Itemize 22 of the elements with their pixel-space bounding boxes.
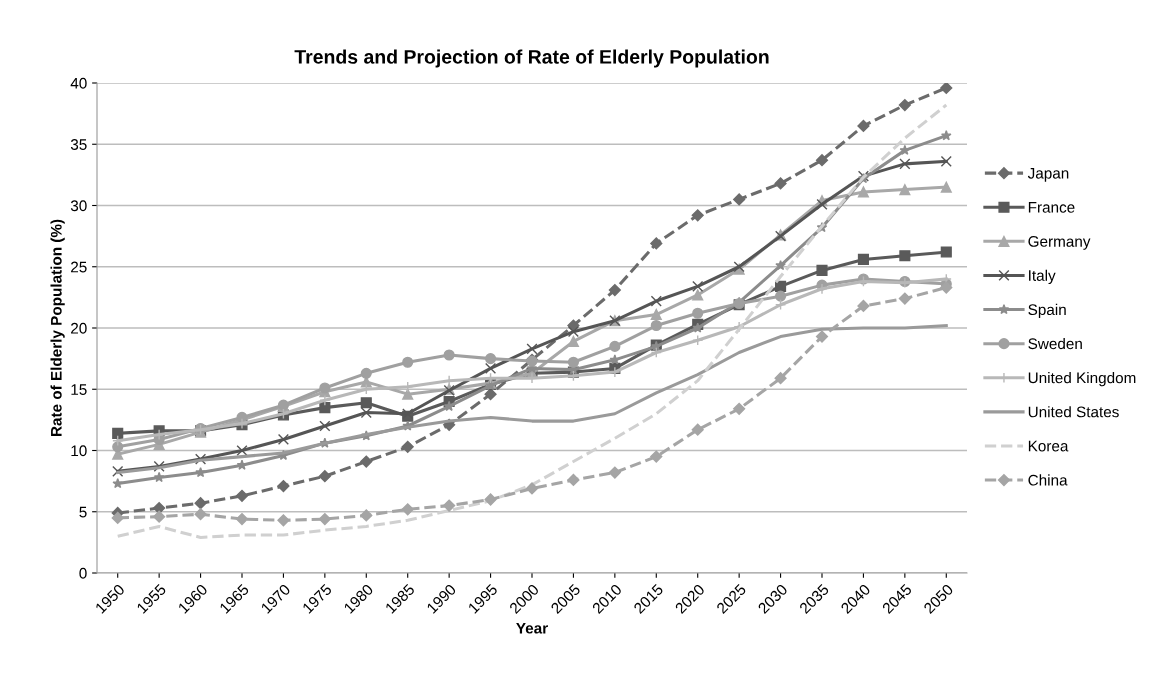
y-tick-label: 5: [79, 506, 87, 518]
x-axis-title: Year: [516, 622, 548, 634]
legend-label: Italy: [1029, 269, 1056, 284]
legend-label: Korea: [1028, 440, 1069, 452]
y-tick-label: 20: [71, 322, 87, 334]
y-tick-label: 25: [71, 261, 87, 273]
legend-label: Germany: [1028, 236, 1091, 250]
y-tick-label: 30: [70, 200, 87, 212]
legend-label: France: [1028, 202, 1075, 213]
legend-label: Spain: [1028, 303, 1066, 319]
y-tick-label: 35: [70, 139, 87, 150]
y-tick-label: 15: [71, 384, 87, 395]
legend-label: United Kingdom: [1028, 372, 1136, 387]
legend-label: Sweden: [1028, 337, 1082, 350]
legend-label: China: [1028, 474, 1068, 486]
legend-label: Japan: [1027, 167, 1069, 182]
chart-title: Trends and Projection of Rate of Elderly Population: [294, 49, 769, 68]
y-axis-title: Rate of Elderly Population (%): [50, 219, 65, 437]
y-tick-label: 40: [70, 77, 87, 89]
legend-label: United States: [1028, 406, 1119, 418]
y-tick-label: 0: [79, 567, 87, 579]
y-tick-label: 10: [71, 445, 87, 457]
